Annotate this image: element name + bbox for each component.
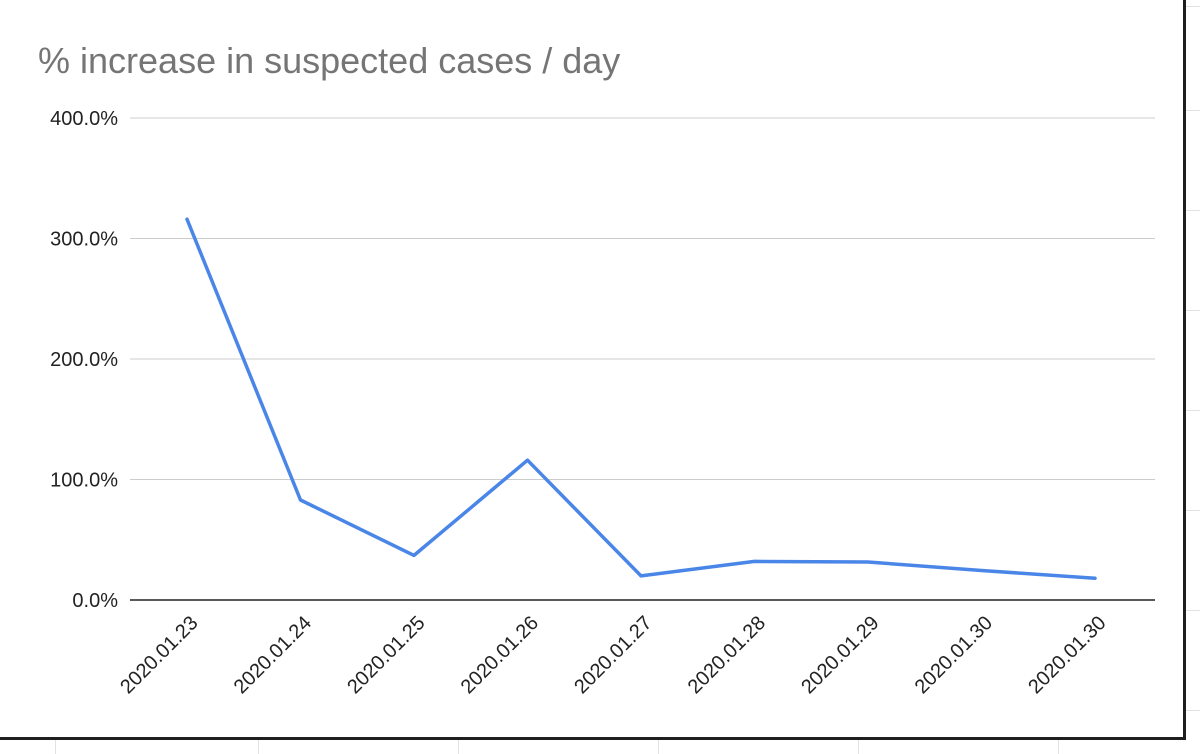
data-point — [1093, 576, 1097, 580]
y-tick-label: 100.0% — [50, 470, 118, 492]
series-layer — [185, 217, 1097, 581]
chart-title: % increase in suspected cases / day — [38, 40, 621, 81]
data-point — [980, 568, 983, 572]
y-axis: 0.0% 100.0% 200.0% 300.0% 400.0% — [50, 108, 118, 612]
y-tick-label: 0.0% — [72, 590, 118, 612]
data-point — [185, 217, 189, 221]
x-tick-label: 2020.01.23 — [116, 612, 202, 698]
x-tick-label: 2020.01.28 — [684, 612, 770, 698]
line-chart: 0.0%100.0%200.0%300.0%400.0% 2020.01.23 2… — [50, 108, 1155, 698]
x-tick-label: 2020.01.30 — [911, 612, 997, 698]
x-tick-label: 2020.01.27 — [570, 612, 656, 698]
x-tick-label: 2020.01.25 — [343, 612, 429, 698]
data-point — [639, 574, 643, 578]
data-point — [753, 559, 756, 563]
data-point — [866, 560, 870, 564]
x-tick-label: 2020.01.24 — [230, 612, 316, 698]
y-tick-label: 300.0% — [50, 229, 118, 251]
x-axis: 2020.01.23 2020.01.24 2020.01.25 2020.01.26… — [116, 612, 1110, 698]
data-point — [526, 458, 529, 462]
y-tick-label: 200.0% — [50, 349, 118, 371]
series-line — [185, 217, 1097, 581]
x-tick-label: 2020.01.26 — [457, 612, 543, 698]
data-point — [412, 553, 416, 557]
gridlines — [130, 117, 1155, 601]
chart-container[interactable]: % increase in suspected cases / day 0.0%… — [0, 0, 1186, 740]
x-tick-label: 2020.01.30 — [1024, 612, 1110, 698]
data-point — [299, 498, 302, 502]
x-tick-label: 2020.01.29 — [797, 612, 883, 698]
y-tick-label: 400.0% — [50, 108, 118, 130]
